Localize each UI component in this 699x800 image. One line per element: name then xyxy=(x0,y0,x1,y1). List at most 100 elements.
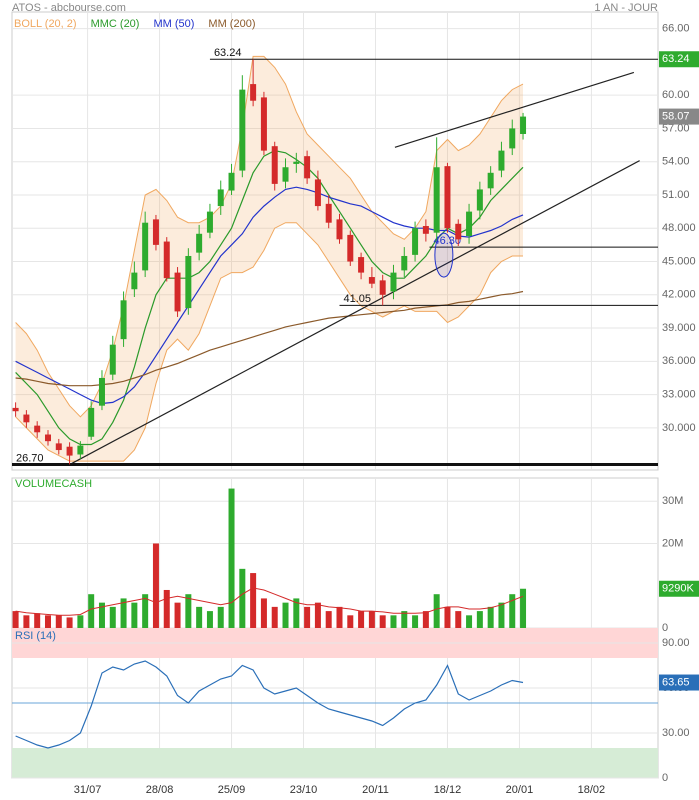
volume-bar xyxy=(109,606,116,628)
volume-bar xyxy=(282,602,289,628)
volume-bar xyxy=(260,598,267,628)
candle-body xyxy=(304,156,311,179)
y-tick-label: 45.000 xyxy=(662,255,696,267)
candle-body xyxy=(34,425,41,433)
x-tick-label: 20/11 xyxy=(362,784,389,796)
candle-body xyxy=(163,241,170,279)
candle-body xyxy=(282,167,289,182)
volume-average xyxy=(15,587,524,616)
candle-body xyxy=(314,179,321,207)
volume-bar xyxy=(433,594,440,628)
candle-body xyxy=(109,344,116,375)
y-tick-label: 33.000 xyxy=(662,388,696,400)
level-label: 26.70 xyxy=(16,452,44,464)
x-tick-label: 18/12 xyxy=(434,784,462,796)
candle-body xyxy=(196,233,203,253)
volume-bar xyxy=(498,602,505,628)
volume-bar xyxy=(44,615,51,628)
y-tick-label: 48.000 xyxy=(662,222,696,234)
volume-bar xyxy=(487,606,494,628)
y-tick-label: 20M xyxy=(662,537,683,549)
candle-body xyxy=(433,167,440,233)
y-tick-label: 30.000 xyxy=(662,422,696,434)
volume-bar xyxy=(66,617,73,628)
volume-bar xyxy=(34,613,41,628)
candle-body xyxy=(185,255,192,309)
volume-bar xyxy=(163,589,170,628)
candle-body xyxy=(412,228,419,255)
y-tick-label: 54.00 xyxy=(662,156,690,168)
candle-body xyxy=(401,255,408,271)
volume-bar xyxy=(444,606,451,628)
y-tick-label: 36.000 xyxy=(662,355,696,367)
candle-body xyxy=(88,407,95,437)
volume-bar xyxy=(476,611,483,628)
rsi-line xyxy=(15,660,524,749)
y-tick-label: 42.000 xyxy=(662,289,696,301)
candle-body xyxy=(487,172,494,189)
volume-bar xyxy=(368,611,375,628)
volume-bar xyxy=(217,606,224,628)
level-label: 46.30 xyxy=(433,235,461,247)
y-tick-label: 66.00 xyxy=(662,23,690,35)
candle-body xyxy=(368,277,375,284)
candle-body xyxy=(509,128,516,149)
level-label: 63.24 xyxy=(214,47,242,59)
y-tick-label: 57.00 xyxy=(662,122,690,134)
legend-entry: MMC (20) xyxy=(91,18,140,30)
candle-body xyxy=(152,219,159,245)
volume-bar xyxy=(55,615,62,628)
rsi-band xyxy=(12,748,658,778)
volume-bar xyxy=(228,488,235,628)
volume-bar xyxy=(23,615,30,628)
legend-entry: BOLL (20, 2) xyxy=(14,18,77,30)
candle-body xyxy=(476,189,483,211)
candle-body xyxy=(444,166,451,229)
y-tick-label: 60.00 xyxy=(662,89,690,101)
candle-body xyxy=(422,226,429,234)
candle-body xyxy=(66,446,73,456)
volume-bar xyxy=(520,588,527,628)
candle-body xyxy=(250,84,257,101)
candle-body xyxy=(347,234,354,262)
candle-body xyxy=(206,211,213,233)
trendline xyxy=(69,160,640,465)
bollinger-lower xyxy=(15,222,523,462)
chart-title: ATOS - abcbourse.com xyxy=(12,2,126,14)
x-tick-label: 18/02 xyxy=(578,784,606,796)
y-tick-label: 90.00 xyxy=(662,637,690,649)
volume-bar xyxy=(314,602,321,628)
volume-bar xyxy=(12,611,19,628)
x-tick-label: 31/07 xyxy=(74,784,102,796)
panel-frame xyxy=(11,11,659,471)
volume-bar xyxy=(152,543,159,628)
candle-body xyxy=(239,89,246,171)
volume-bar xyxy=(358,611,365,628)
volume-bar xyxy=(77,615,84,628)
volume-bar xyxy=(120,598,127,628)
candle-body xyxy=(325,203,332,223)
y-tick-label: 0 xyxy=(662,772,668,784)
candle-body xyxy=(336,219,343,240)
volume-bar xyxy=(196,606,203,628)
volume-bar xyxy=(379,615,386,628)
candle-body xyxy=(142,222,149,271)
candle-body xyxy=(55,443,62,451)
candle-body xyxy=(174,272,181,312)
volume-bar xyxy=(185,594,192,628)
y-tick-label: 30.00 xyxy=(662,727,690,739)
price-box xyxy=(659,108,699,125)
candle-body xyxy=(98,377,105,406)
volume-box-label: 9290K xyxy=(662,583,694,595)
panel-title: VOLUMECASH xyxy=(15,478,92,490)
candle-body xyxy=(390,272,397,292)
volume-bar xyxy=(271,606,278,628)
chart-subtitle: 1 AN - JOUR xyxy=(594,2,658,14)
candle-body xyxy=(466,211,473,237)
volume-bar xyxy=(412,615,419,628)
rsi-box xyxy=(659,674,699,691)
volume-bar xyxy=(206,611,213,628)
candle-body xyxy=(379,280,386,295)
volume-bar xyxy=(390,615,397,628)
legend-entry: MM (200) xyxy=(208,18,255,30)
